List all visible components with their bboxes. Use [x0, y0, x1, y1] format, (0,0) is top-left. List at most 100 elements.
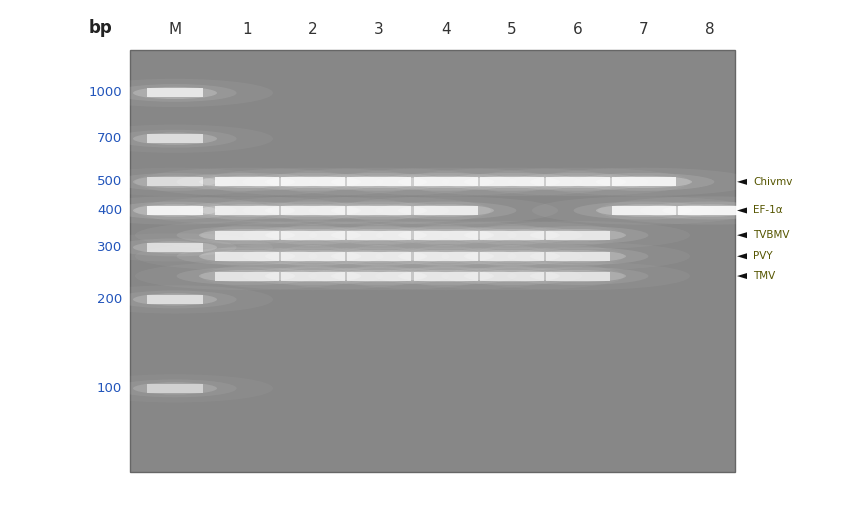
Ellipse shape [113, 84, 237, 102]
Ellipse shape [574, 202, 714, 220]
Polygon shape [737, 207, 747, 213]
Ellipse shape [243, 226, 384, 244]
Text: 300: 300 [97, 241, 122, 254]
Ellipse shape [507, 226, 648, 244]
Bar [215, 206, 279, 215]
Bar [347, 231, 411, 240]
Ellipse shape [375, 226, 517, 244]
Bar [281, 272, 345, 280]
Ellipse shape [135, 196, 359, 225]
Polygon shape [737, 179, 747, 185]
Ellipse shape [574, 173, 714, 191]
Bar [147, 88, 203, 97]
Text: 700: 700 [97, 132, 122, 145]
Ellipse shape [177, 267, 317, 285]
Text: PVY: PVY [753, 251, 773, 261]
Text: 8: 8 [705, 22, 715, 38]
Ellipse shape [375, 173, 517, 191]
Ellipse shape [177, 247, 317, 265]
Text: TVBMV: TVBMV [753, 230, 790, 240]
Bar [281, 177, 345, 187]
Ellipse shape [199, 270, 295, 282]
Ellipse shape [177, 226, 317, 244]
Bar [414, 206, 478, 215]
Ellipse shape [177, 202, 317, 220]
Text: 7: 7 [639, 22, 648, 38]
Bar [215, 231, 279, 240]
Polygon shape [737, 254, 747, 259]
Ellipse shape [309, 247, 449, 265]
Ellipse shape [507, 173, 648, 191]
Ellipse shape [464, 176, 560, 188]
Bar [546, 272, 610, 280]
Text: 500: 500 [97, 175, 122, 189]
Ellipse shape [201, 196, 425, 225]
Ellipse shape [442, 173, 582, 191]
Bar [130, 50, 735, 472]
Bar [414, 272, 478, 280]
Ellipse shape [243, 173, 384, 191]
Ellipse shape [177, 173, 317, 191]
Text: 4: 4 [441, 22, 451, 38]
Bar [281, 206, 345, 215]
Ellipse shape [442, 267, 582, 285]
Bar [414, 252, 478, 261]
Polygon shape [737, 273, 747, 279]
Bar [678, 206, 742, 215]
Text: 2: 2 [308, 22, 317, 38]
Ellipse shape [400, 168, 624, 196]
Ellipse shape [532, 168, 756, 196]
Ellipse shape [331, 204, 427, 216]
Bar [546, 252, 610, 261]
Bar [347, 206, 411, 215]
Ellipse shape [662, 204, 758, 216]
Ellipse shape [331, 270, 427, 282]
Ellipse shape [243, 202, 384, 220]
Ellipse shape [133, 133, 217, 145]
Text: M: M [168, 22, 181, 38]
Ellipse shape [309, 173, 449, 191]
Ellipse shape [113, 238, 237, 257]
Ellipse shape [442, 247, 582, 265]
Text: 100: 100 [97, 382, 122, 395]
Bar [414, 177, 478, 187]
Ellipse shape [334, 168, 558, 196]
Ellipse shape [133, 241, 217, 254]
Ellipse shape [265, 176, 361, 188]
Ellipse shape [265, 229, 361, 241]
Ellipse shape [375, 267, 517, 285]
Bar [347, 177, 411, 187]
Ellipse shape [133, 204, 217, 216]
Bar [147, 134, 203, 143]
Ellipse shape [530, 250, 626, 262]
Ellipse shape [265, 250, 361, 262]
Ellipse shape [199, 204, 295, 216]
Ellipse shape [530, 176, 626, 188]
Ellipse shape [464, 270, 560, 282]
Ellipse shape [598, 196, 822, 225]
Bar [347, 252, 411, 261]
Bar [147, 177, 203, 187]
Ellipse shape [267, 196, 491, 225]
Ellipse shape [331, 176, 427, 188]
Ellipse shape [113, 291, 237, 308]
Ellipse shape [464, 229, 560, 241]
Text: TMV: TMV [753, 271, 775, 281]
Ellipse shape [375, 247, 517, 265]
Bar [281, 252, 345, 261]
Text: 5: 5 [507, 22, 517, 38]
Ellipse shape [243, 267, 384, 285]
Ellipse shape [133, 294, 217, 306]
Bar [347, 272, 411, 280]
Ellipse shape [596, 176, 692, 188]
Ellipse shape [309, 202, 449, 220]
Ellipse shape [77, 196, 273, 225]
Ellipse shape [265, 204, 361, 216]
Ellipse shape [532, 196, 756, 225]
Bar [215, 177, 279, 187]
Ellipse shape [133, 382, 217, 394]
Bar [215, 272, 279, 280]
Text: 6: 6 [573, 22, 583, 38]
Bar [480, 252, 544, 261]
Bar [281, 231, 345, 240]
